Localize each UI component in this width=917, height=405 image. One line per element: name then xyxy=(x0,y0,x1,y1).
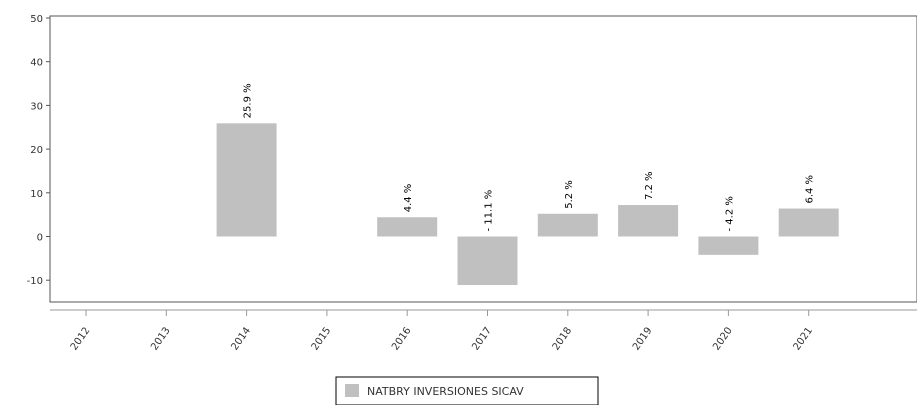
data-label: - 11.1 % xyxy=(484,190,495,232)
data-labels: 25.9 % 4.4 % - 11.1 % 5.2 % 7.2 % - 4.2 % 6.4 … xyxy=(243,83,816,231)
data-label: - 4.2 % xyxy=(724,196,735,231)
plot-frame xyxy=(49,15,917,303)
x-tick-label: 2017 xyxy=(470,325,494,352)
data-label: 25.9 % xyxy=(243,83,254,118)
x-tick-label: 2019 xyxy=(631,325,655,352)
x-tick-label: 2020 xyxy=(711,325,735,352)
bar xyxy=(216,123,277,237)
plot-area xyxy=(49,15,917,311)
data-label: 4.4 % xyxy=(403,184,414,213)
legend-label: NATBRY INVERSIONES SICAV xyxy=(367,385,524,398)
x-tick-label: 2012 xyxy=(69,325,93,352)
x-tick-label: 2015 xyxy=(310,325,334,352)
bar xyxy=(457,236,518,286)
bar-series xyxy=(216,123,839,286)
bar xyxy=(778,208,839,237)
bar xyxy=(618,205,679,237)
data-label: 6.4 % xyxy=(805,175,816,204)
y-tick-label: 30 xyxy=(30,101,43,112)
legend-swatch xyxy=(345,384,359,397)
x-tick-label: 2021 xyxy=(792,325,816,352)
y-tick-label: 10 xyxy=(30,189,43,200)
x-axis: 2012 2013 2014 2015 2016 2017 2018 2019 2020 2021 xyxy=(69,310,815,353)
x-tick-label: 2016 xyxy=(390,325,414,352)
y-axis: 50 40 30 20 10 0 -10 xyxy=(27,14,50,287)
y-tick-label: 40 xyxy=(30,58,43,69)
legend-box xyxy=(335,376,599,405)
x-tick-label: 2014 xyxy=(229,325,253,352)
legend: NATBRY INVERSIONES SICAV xyxy=(335,376,599,405)
bar xyxy=(698,236,759,255)
bar xyxy=(377,217,438,237)
bar xyxy=(537,213,598,237)
data-label: 5.2 % xyxy=(564,180,575,209)
y-tick-label: 20 xyxy=(30,145,43,156)
x-tick-label: 2018 xyxy=(551,325,575,352)
y-tick-label: 0 xyxy=(37,233,43,244)
data-label: 7.2 % xyxy=(644,171,655,200)
x-tick-label: 2013 xyxy=(149,325,173,352)
y-tick-label: 50 xyxy=(30,14,43,25)
y-tick-label: -10 xyxy=(27,276,43,287)
